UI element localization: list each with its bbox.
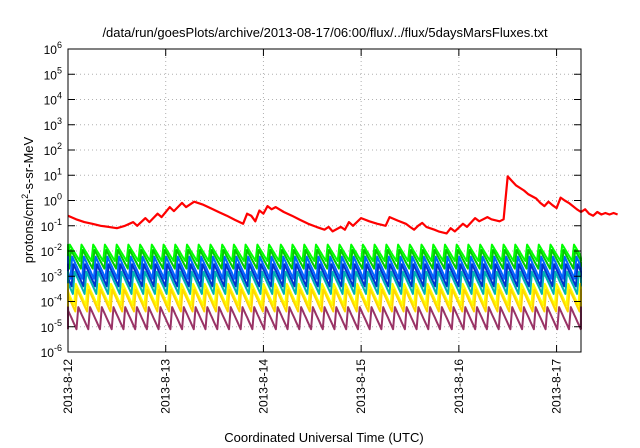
- series-line-1: [67, 175, 618, 235]
- y-tick-exponent: -6: [54, 343, 62, 353]
- y-tick-exponent: -5: [54, 318, 62, 328]
- series-line-7: [67, 282, 582, 307]
- y-axis-label-suffix: -s-sr-MeV: [21, 136, 36, 193]
- y-tick-label: 10-3: [41, 267, 62, 284]
- y-tick-exponent: 0: [57, 192, 62, 202]
- y-tick-label: 102: [44, 141, 62, 158]
- x-tick-label: 2013-8-13: [159, 359, 173, 414]
- y-tick-label: 10-1: [41, 217, 62, 234]
- y-tick-exponent: -2: [54, 242, 62, 252]
- y-tick-label: 100: [44, 192, 62, 209]
- y-tick-labels: 10-610-510-410-310-210-11001011021031041…: [41, 40, 62, 360]
- y-tick-label: 101: [44, 166, 62, 183]
- y-axis-label: protons/cm2-s-sr-MeV: [20, 136, 36, 263]
- x-tick-label: 2013-8-17: [550, 359, 564, 414]
- y-tick-exponent: 1: [57, 166, 62, 176]
- y-tick-base: 10: [44, 195, 58, 209]
- ticks: [67, 48, 581, 353]
- y-tick-base: 10: [41, 321, 55, 335]
- y-tick-exponent: -1: [54, 217, 62, 227]
- y-tick-base: 10: [41, 245, 55, 259]
- y-tick-label: 10-5: [41, 318, 62, 335]
- y-tick-base: 10: [44, 119, 58, 133]
- x-tick-label: 2013-8-12: [61, 359, 75, 414]
- y-tick-label: 10-4: [41, 293, 62, 310]
- y-axis-label-sup: 2: [20, 194, 30, 199]
- y-tick-exponent: 3: [57, 116, 62, 126]
- series-layer: [67, 175, 618, 331]
- series-line-9: [67, 306, 582, 331]
- y-tick-exponent: -4: [54, 293, 62, 303]
- y-tick-label: 10-6: [41, 343, 62, 360]
- y-tick-exponent: 4: [57, 91, 62, 101]
- y-tick-base: 10: [41, 270, 55, 284]
- y-tick-base: 10: [41, 346, 55, 360]
- y-tick-base: 10: [44, 68, 58, 82]
- x-tick-label: 2013-8-15: [354, 359, 368, 414]
- y-tick-label: 106: [44, 40, 62, 57]
- x-axis-label: Coordinated Universal Time (UTC): [224, 430, 423, 445]
- x-tick-label: 2013-8-14: [256, 359, 270, 414]
- x-tick-labels: 2013-8-12 2013-8-13 2013-8-14 2013-8-15 2013…: [61, 359, 564, 414]
- y-tick-base: 10: [41, 220, 55, 234]
- y-tick-base: 10: [44, 144, 58, 158]
- series-line-2: [67, 243, 582, 262]
- y-tick-base: 10: [41, 296, 55, 310]
- series-line-3: [67, 249, 582, 270]
- y-tick-label: 103: [44, 116, 62, 133]
- y-tick-exponent: 2: [57, 141, 62, 151]
- y-tick-base: 10: [44, 94, 58, 108]
- y-tick-base: 10: [44, 43, 58, 57]
- chart-title: /data/run/goesPlots/archive/2013-08-17/0…: [102, 25, 548, 40]
- series-line-8: [67, 288, 582, 313]
- y-axis-label-prefix: protons/cm: [21, 199, 36, 263]
- y-tick-label: 105: [44, 65, 62, 82]
- y-tick-label: 104: [44, 91, 62, 108]
- series-line-4: [67, 255, 582, 280]
- y-tick-exponent: -3: [54, 267, 62, 277]
- series-line-6: [67, 270, 582, 295]
- y-tick-exponent: 5: [57, 65, 62, 75]
- y-tick-exponent: 6: [57, 40, 62, 50]
- x-tick-label: 2013-8-16: [452, 359, 466, 414]
- series-line-5: [67, 263, 582, 288]
- y-tick-base: 10: [44, 169, 58, 183]
- y-tick-label: 10-2: [41, 242, 62, 259]
